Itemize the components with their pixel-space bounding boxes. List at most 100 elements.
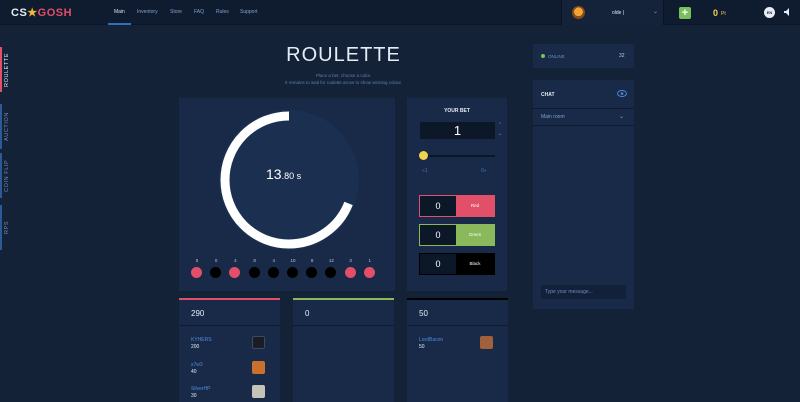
timer-fraction: .80 s [281,171,302,181]
side-tab-label: RPS [4,220,10,235]
nav-store[interactable]: Store [170,9,182,15]
black-bets-card: 50 LordBacon 50 [407,298,508,402]
bet-green-button[interactable]: Green [456,225,494,245]
player-row: x7w3 40 [191,361,271,381]
user-avatar [572,6,585,19]
side-tab-rps[interactable]: RPS [0,205,16,250]
player-name[interactable]: LordBacon [419,337,444,343]
side-tab-indicator [0,47,2,92]
balance-unit: Pt [721,11,726,17]
user-menu[interactable]: olde | ⌄ [561,0,664,25]
bet-black-button[interactable]: Black [456,254,494,274]
history-color-dot [287,267,298,278]
bet-row-black: 0 Black [419,253,495,275]
history-entry: 10 [287,258,299,278]
online-label: ONLINE [548,54,565,59]
side-tab-coin-flip[interactable]: COIN FLIP [0,153,16,198]
history-number: 5 [195,258,199,263]
history-color-dot [229,267,241,278]
roll-history: 5 0 4 8 4 10 8 12 3 1 [191,258,383,288]
decrement-arrow-icon[interactable]: ⌄ [498,131,503,137]
bet-row-green: 0 Green [419,224,495,246]
online-status-icon [541,54,545,58]
history-entry: 8 [306,258,318,278]
speaker-icon[interactable] [783,7,793,17]
bet-amount-input[interactable]: 1 [420,122,495,139]
history-entry: 4 [229,258,241,278]
bet-red-button[interactable]: Red [456,196,494,216]
black-bet-amount: 0 [420,254,456,274]
chevron-down-icon[interactable]: ⌄ [619,114,625,120]
history-entry: 3 [344,258,357,278]
page-subtitle-line-2: It remains to wait for roulette arrow to… [284,80,403,85]
nav-faq[interactable]: FAQ [194,9,205,15]
online-counter: ONLINE 32 [533,44,634,68]
history-number: 4 [234,258,237,263]
username: olde | [612,10,625,16]
card-color-bar [179,298,280,300]
chat-message-input[interactable] [541,285,626,299]
chat-room-select[interactable]: Main room [541,114,565,120]
history-number: 10 [290,258,296,263]
bet-slider-handle[interactable] [419,151,428,160]
player-amount: 200 [191,344,200,350]
history-color-dot [344,267,356,278]
divider [533,125,634,126]
page-title: ROULETTE [286,44,401,66]
player-avatar [480,336,493,349]
side-tab-indicator [0,153,2,198]
bet-slider-track[interactable] [423,155,495,157]
player-amount: 30 [191,393,197,399]
logo-prefix: CS [11,7,28,19]
side-tab-auction[interactable]: AUCTION [0,104,16,149]
player-avatar [252,336,265,349]
logo[interactable]: CS★GOSH [11,6,72,19]
logo-suffix: GOSH [37,7,73,19]
increment-arrow-icon[interactable]: ⌃ [498,122,503,128]
card-color-bar [293,298,394,300]
history-entry: 1 [363,258,376,278]
player-name[interactable]: x7w3 [191,362,203,368]
black-total: 50 [407,300,508,326]
countdown-ring [219,110,359,250]
player-row: KYHERS 200 [191,336,271,356]
nav-active-indicator [108,23,131,25]
history-color-dot [191,267,202,278]
bet-max-button[interactable]: 0» [481,168,487,174]
countdown-timer: 13.80 s [266,166,301,182]
nav-main[interactable]: Main [114,9,125,15]
history-entry: 4 [267,258,280,278]
divider [533,108,634,109]
nav-support[interactable]: Support [240,9,258,15]
card-color-bar [407,298,508,300]
player-name[interactable]: SilverHP [191,386,211,392]
player-amount: 50 [419,344,425,350]
nav-rules[interactable]: Rules [216,9,229,15]
history-number: 12 [328,258,334,263]
chat-panel: CHAT Main room ⌄ [533,80,634,309]
bet-title: YOUR BET [444,108,470,114]
side-tab-indicator [0,104,2,149]
history-color-dot [306,267,318,278]
player-name[interactable]: KYHERS [191,337,212,343]
bet-min-button[interactable]: «1 [422,168,428,174]
history-entry: 5 [191,258,203,278]
top-bar: CS★GOSH Main Inventory Store FAQ Rules S… [0,0,800,25]
side-tab-roulette[interactable]: ROULETTE [0,47,16,92]
add-funds-button[interactable]: + [679,7,691,19]
wheel-disc [219,110,359,250]
history-color-dot [210,267,222,278]
player-avatar [252,385,265,398]
bet-row-red: 0 Red [419,195,495,217]
balance-value: 0 [713,8,719,18]
language-button[interactable]: EN [764,7,775,18]
player-row: SilverHP 30 [191,385,271,402]
nav-inventory[interactable]: Inventory [137,9,158,15]
history-entry: 12 [325,258,337,278]
chat-title: CHAT [541,92,555,98]
player-row: LordBacon 50 [419,336,499,356]
green-bets-card: 0 [293,298,394,402]
side-tab-label: COIN FLIP [4,159,10,192]
player-amount: 40 [191,369,197,375]
eye-icon[interactable] [617,90,627,97]
